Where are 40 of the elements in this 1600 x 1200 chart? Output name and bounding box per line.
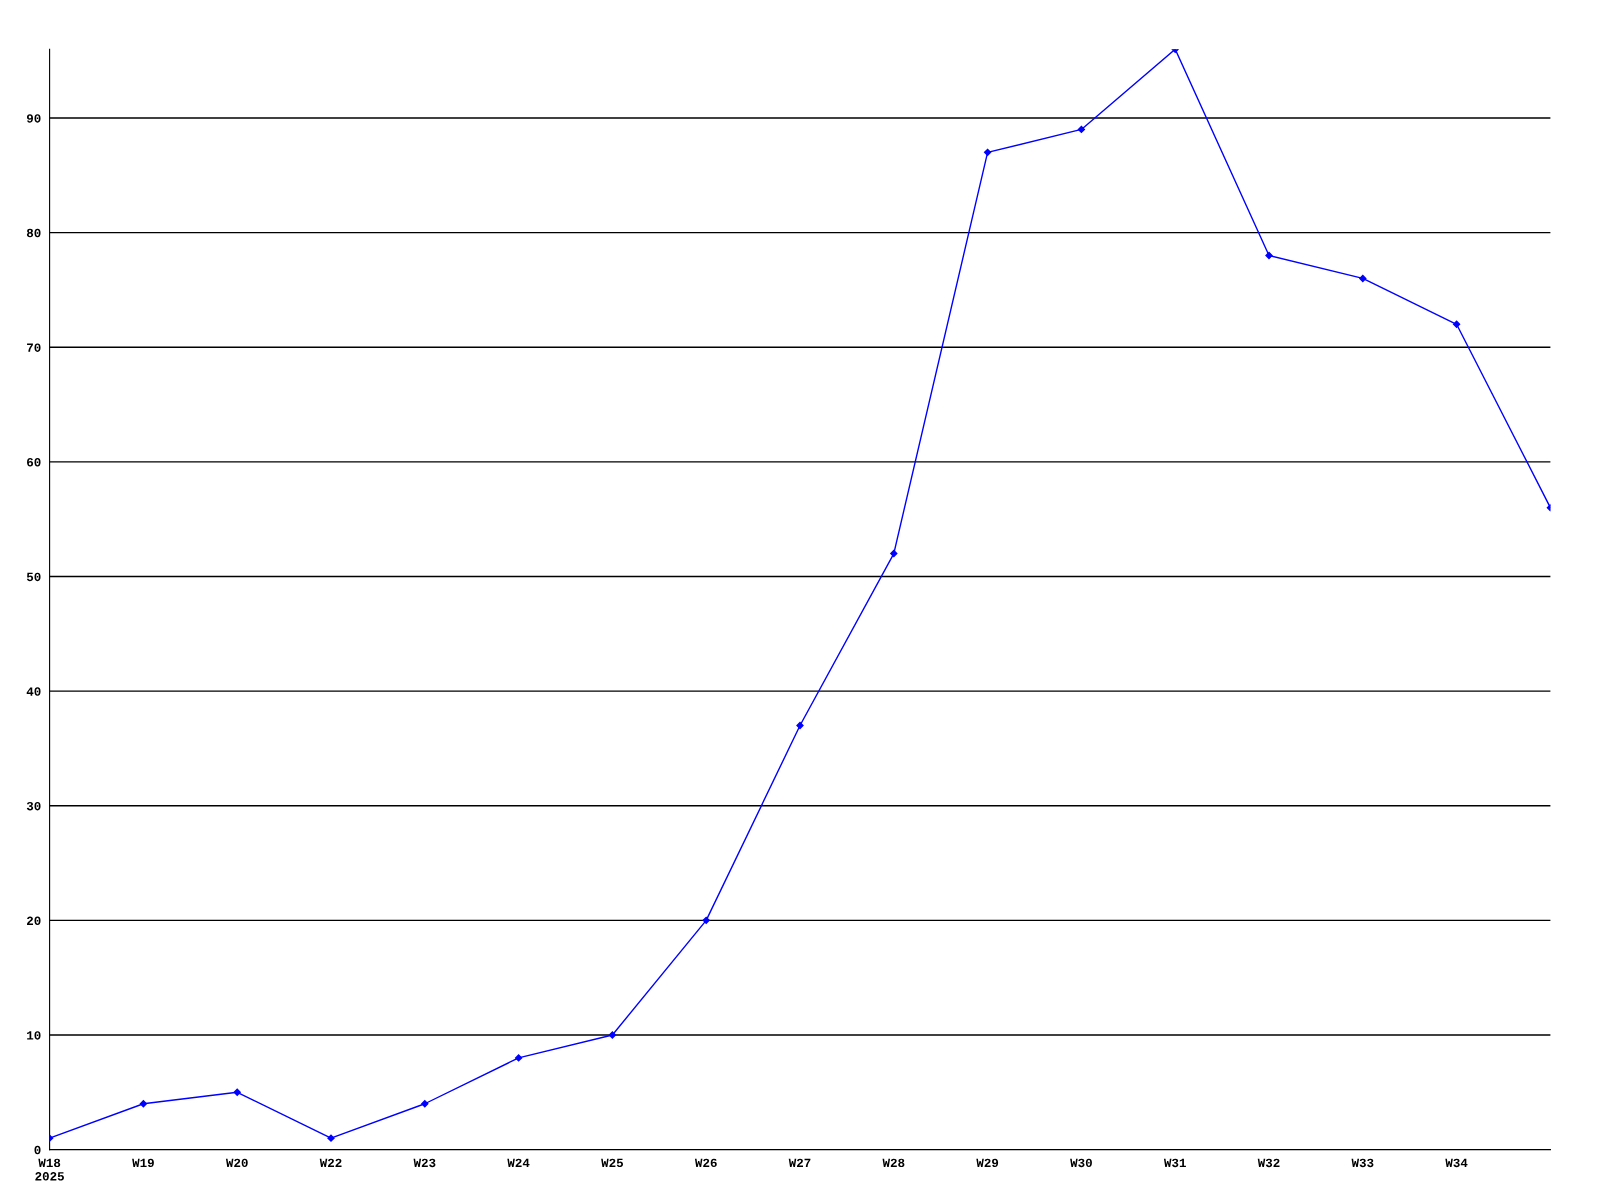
point [233, 1088, 241, 1096]
y-tick-label: 80 [26, 228, 41, 238]
y-tick-label: 10 [27, 1031, 41, 1040]
y-tick-label: 0 [34, 1145, 41, 1155]
x-tick-label: W24 [507, 1158, 530, 1167]
point [327, 1134, 335, 1142]
y-tick-label: 60 [27, 458, 41, 467]
point [1359, 274, 1367, 283]
x-tick-label: W34 [1445, 1158, 1468, 1168]
point [702, 916, 710, 924]
point [1452, 320, 1461, 328]
point [1265, 251, 1273, 260]
x-tick-label: W19 [132, 1158, 154, 1168]
point [796, 721, 804, 730]
x-tick-label: W22 [319, 1158, 342, 1167]
x-tick-label: W32 [1257, 1158, 1280, 1168]
point [514, 1054, 523, 1062]
x-tick-label: W25 [601, 1158, 623, 1168]
point [139, 1100, 148, 1108]
x-tick-label: W27 [788, 1158, 811, 1167]
point [983, 148, 992, 157]
y-tick-label: 90 [26, 114, 41, 123]
x-tick-label: W29 [976, 1158, 999, 1168]
point [890, 549, 898, 558]
x-tick-label: W28 [882, 1158, 905, 1168]
x-tick-label: W26 [694, 1158, 717, 1168]
y-tick-label: 70 [27, 343, 41, 352]
x-tick-label: W30 [1070, 1158, 1092, 1168]
point [421, 1100, 429, 1108]
y-tick-label: 20 [27, 916, 41, 925]
point [608, 1031, 617, 1039]
y-tick-label: 50 [26, 572, 41, 582]
x-tick-label: W31 [1163, 1158, 1186, 1168]
y-tick-label: 30 [26, 801, 41, 811]
point [1077, 125, 1086, 134]
y-tick-label: 40 [26, 687, 41, 696]
x-tick-label: W23 [413, 1158, 436, 1168]
x-tick-label: W18 2025 [35, 1158, 64, 1181]
x-tick-label: W33 [1351, 1158, 1374, 1168]
x-tick-label: W20 [225, 1158, 248, 1168]
